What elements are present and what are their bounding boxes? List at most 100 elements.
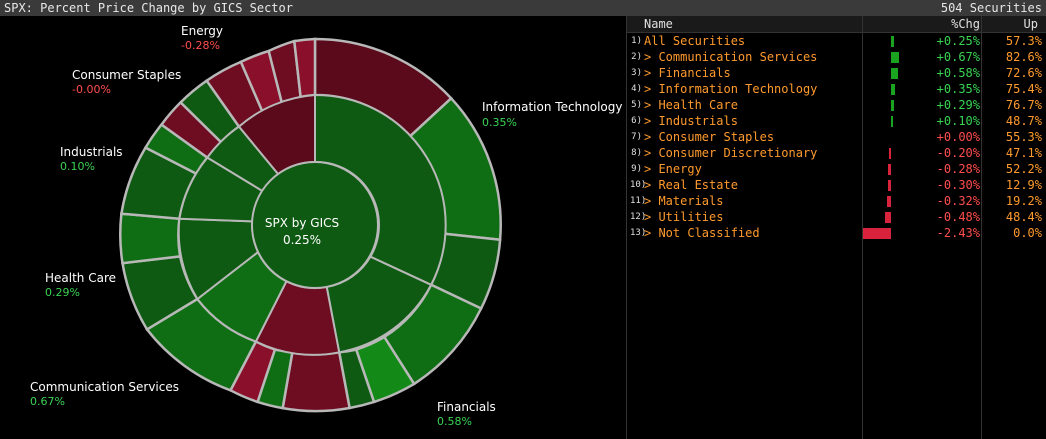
title-bar: SPX: Percent Price Change by GICS Sector… [0, 0, 1046, 16]
label-consumer-staples: Consumer Staples [72, 68, 182, 82]
row-change: -0.20% [936, 146, 980, 160]
table-header: Name %Chg Up [626, 16, 1046, 33]
table-row[interactable]: 2) > Communication Services +0.67% 82.6% [626, 49, 1046, 65]
center-circle[interactable] [251, 161, 379, 289]
change-bar [891, 52, 899, 63]
table-row[interactable]: 13) > Not Classified -2.43% 0.0% [626, 225, 1046, 241]
row-up-pct: 47.1% [1005, 146, 1042, 160]
column-divider [862, 16, 863, 439]
window-title: SPX: Percent Price Change by GICS Sector [4, 1, 293, 15]
change-bar [885, 212, 891, 223]
change-bar [887, 196, 891, 207]
row-change: -0.48% [936, 210, 980, 224]
label-financials: Financials [437, 400, 496, 414]
table-row[interactable]: 11) > Materials -0.32% 19.2% [626, 193, 1046, 209]
table-row[interactable]: 6) > Industrials +0.10% 48.7% [626, 113, 1046, 129]
row-up-pct: 57.3% [1005, 34, 1042, 48]
row-name[interactable]: > Energy [644, 162, 702, 176]
row-change: +0.25% [936, 34, 980, 48]
row-up-pct: 76.7% [1005, 98, 1042, 112]
row-name[interactable]: > Real Estate [644, 178, 738, 192]
table-row[interactable]: 7) > Consumer Staples +0.00% 55.3% [626, 129, 1046, 145]
row-number: 4) [631, 84, 642, 94]
row-name[interactable]: > Information Technology [644, 82, 818, 96]
row-up-pct: 75.4% [1005, 82, 1042, 96]
value-energy: -0.28% [181, 39, 220, 52]
sector-hc-outer-2[interactable] [119, 212, 182, 265]
securities-count: 504 Securities [940, 1, 1042, 15]
row-change: +0.10% [936, 114, 980, 128]
row-change: -0.32% [936, 194, 980, 208]
table-row[interactable]: 10) > Real Estate -0.30% 12.9% [626, 177, 1046, 193]
row-name[interactable]: > Financials [644, 66, 731, 80]
row-name[interactable]: > Materials [644, 194, 724, 208]
row-name[interactable]: > Consumer Staples [644, 130, 775, 144]
column-header-name[interactable]: Name [644, 17, 673, 31]
row-change: +0.29% [936, 98, 980, 112]
table-row[interactable]: 12) > Utilities -0.48% 48.4% [626, 209, 1046, 225]
row-up-pct: 82.6% [1005, 50, 1042, 64]
row-change: +0.67% [936, 50, 980, 64]
sector-disc-outer[interactable] [281, 350, 352, 413]
row-up-pct: 52.2% [1005, 162, 1042, 176]
label-industrials: Industrials [60, 145, 123, 159]
row-name[interactable]: > Health Care [644, 98, 738, 112]
value-industrials: 0.10% [60, 160, 95, 173]
row-change: -2.43% [936, 226, 980, 240]
row-up-pct: 0.0% [1013, 226, 1042, 240]
value-consumer-staples: -0.00% [72, 83, 111, 96]
row-name[interactable]: > Not Classified [644, 226, 760, 240]
row-number: 1) [631, 36, 642, 46]
change-bar [891, 100, 895, 111]
table-row[interactable]: 4) > Information Technology +0.35% 75.4% [626, 81, 1046, 97]
row-name[interactable]: All Securities [644, 34, 746, 48]
value-information-technology: 0.35% [482, 116, 517, 129]
sector-table: Name %Chg Up 1) All Securities +0.25% 57.3%… [626, 16, 1046, 439]
row-number: 3) [631, 68, 642, 78]
change-bar [891, 84, 896, 95]
row-number: 2) [631, 52, 642, 62]
column-divider [981, 16, 982, 439]
change-bar [887, 164, 891, 175]
column-divider [626, 16, 627, 439]
row-name[interactable]: > Industrials [644, 114, 738, 128]
label-information-technology: Information Technology [482, 100, 623, 114]
row-up-pct: 55.3% [1005, 130, 1042, 144]
inner-ring[interactable] [177, 93, 447, 356]
value-financials: 0.58% [437, 415, 472, 428]
row-change: -0.30% [936, 178, 980, 192]
row-name[interactable]: > Consumer Discretionary [644, 146, 818, 160]
row-name[interactable]: > Utilities [644, 210, 724, 224]
column-header-up[interactable]: Up [1023, 17, 1038, 31]
label-energy: Energy [181, 24, 224, 38]
change-bar [891, 68, 898, 79]
row-up-pct: 12.9% [1005, 178, 1042, 192]
table-row[interactable]: 3) > Financials +0.58% 72.6% [626, 65, 1046, 81]
table-row[interactable]: 1) All Securities +0.25% 57.3% [626, 33, 1046, 49]
row-up-pct: 48.4% [1005, 210, 1042, 224]
row-number: 6) [631, 116, 642, 126]
row-number: 12) [630, 212, 647, 222]
row-up-pct: 19.2% [1005, 194, 1042, 208]
sunburst-chart[interactable] [0, 16, 620, 439]
table-row[interactable]: 5) > Health Care +0.29% 76.7% [626, 97, 1046, 113]
change-bar [887, 180, 891, 191]
label-health-care: Health Care [45, 271, 117, 285]
row-change: +0.00% [936, 130, 980, 144]
row-number: 8) [631, 148, 642, 158]
table-row[interactable]: 8) > Consumer Discretionary -0.20% 47.1% [626, 145, 1046, 161]
row-number: 7) [631, 132, 642, 142]
row-name[interactable]: > Communication Services [644, 50, 818, 64]
change-bar [888, 148, 891, 159]
value-communication-services: 0.67% [30, 395, 65, 408]
center-value: 0.25% [282, 233, 322, 247]
row-up-pct: 72.6% [1005, 66, 1042, 80]
table-row[interactable]: 9) > Energy -0.28% 52.2% [626, 161, 1046, 177]
outer-ring[interactable] [119, 37, 502, 413]
center-title: SPX by GICS [264, 216, 340, 230]
row-change: -0.28% [936, 162, 980, 176]
column-header-chg[interactable]: %Chg [951, 17, 980, 31]
row-up-pct: 48.7% [1005, 114, 1042, 128]
change-bar [863, 228, 891, 239]
row-change: +0.58% [936, 66, 980, 80]
